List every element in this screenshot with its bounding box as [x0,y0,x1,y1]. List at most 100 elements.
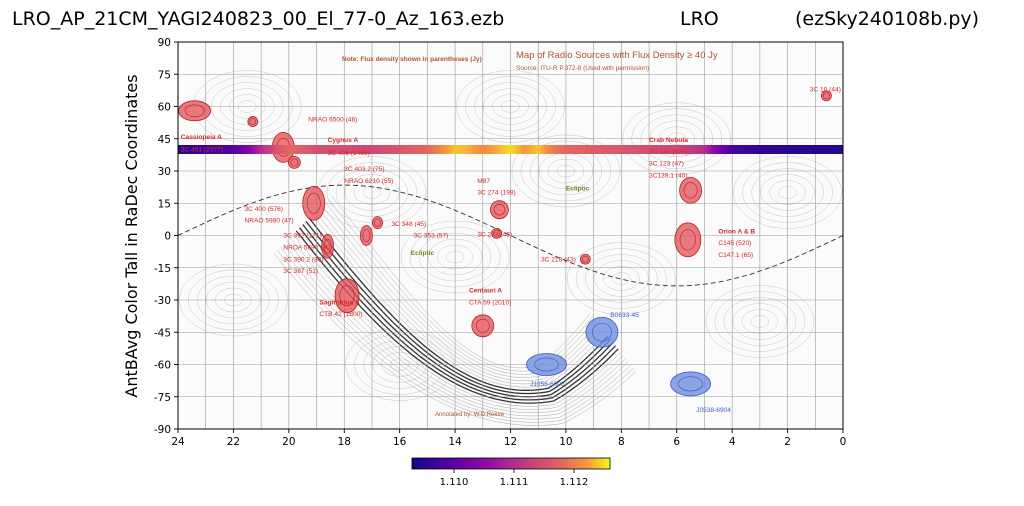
map-annotations: Map of Radio Sources with Flux Density ≥… [181,50,841,418]
band-cell [743,145,747,154]
band-cell [460,145,464,154]
radio-source-red-ring [362,229,371,242]
axes: 24 22 20 18 16 14 12 10 8 6 4 2 09075604530150-15-30… [154,37,847,448]
band-cell [618,145,622,154]
band-cell [621,145,625,154]
x-tick-label: 16 [393,436,407,448]
station-title: LRO [680,8,719,30]
band-cell [601,145,606,154]
radio-source-red-ring [823,92,830,100]
radio-source-red [471,314,495,338]
y-tick-label: -60 [154,360,171,372]
band-cell [211,145,215,154]
band-cell [283,145,287,154]
band-cell [402,145,406,154]
band-cell [358,145,362,154]
map-label: Ecliptic [411,250,435,257]
band-cell [657,145,661,154]
band-cell [679,145,683,154]
band-cell [319,145,323,154]
radio-source-blue [670,371,712,397]
band-cell [444,145,448,154]
band-cell [294,145,298,154]
galactic-plane-contour [312,214,606,388]
band-cell [635,145,639,154]
band-cell [640,145,645,154]
band-cell [665,145,670,154]
band-cell [626,145,631,154]
y-tick-label: -90 [154,424,171,436]
band-cell [338,145,343,154]
band-cell [449,145,453,154]
band-cell [637,145,642,154]
x-tick-label: 0 [840,436,847,448]
band-cell [615,145,620,154]
band-cell [250,145,254,154]
band-cell [554,145,559,154]
band-cell [568,145,573,154]
x-tick-label: 20 [282,436,295,448]
band-cell [524,145,528,154]
band-cell [798,145,803,154]
band-cell [668,145,672,154]
band-cell [474,145,478,154]
radio-source-red [490,200,509,220]
band-cell [396,145,401,154]
band-cell [286,145,290,154]
band-cell [734,145,739,154]
band-cell [729,145,733,154]
band-cell [421,145,426,154]
map-grid [178,42,843,429]
band-cell [311,145,315,154]
radio-source-red-ring [306,192,321,214]
band-cell [643,145,647,154]
map-label: 3C 461 (2477) [181,147,223,154]
band-cell [297,145,301,154]
band-cell [565,145,570,154]
band-cell [826,145,830,154]
band-cell [441,145,445,154]
band-cell [718,145,722,154]
band-cell [518,145,523,154]
band-cell [829,145,833,154]
colorbar-tick-label: 1.110 [440,477,469,488]
radio-source-red-ring [374,218,381,227]
band-cell [200,145,204,154]
band-cell [266,145,271,154]
band-cell [496,145,501,154]
map-label: Crab Nebula [649,137,688,144]
band-cell [269,145,273,154]
script-title: (ezSky240108b.py) [795,8,980,30]
radio-sources [178,90,832,397]
colorbar-tick-label: 1.112 [560,477,589,488]
band-cell [529,145,534,154]
x-tick-label: 22 [227,436,240,448]
band-cell [385,145,390,154]
band-cell [784,145,789,154]
band-cell [579,145,584,154]
band-cell [477,145,481,154]
band-cell [516,145,520,154]
band-cell [546,145,550,154]
band-cell [222,145,226,154]
band-cell [790,145,794,154]
band-cell [457,145,462,154]
galactic-plane-contour [273,253,637,426]
band-cell [291,145,295,154]
map-title: Map of Radio Sources with Flux Density ≥… [516,50,718,61]
radio-source-red-ring [184,104,205,118]
map-label: 3C139.1 (40) [649,172,688,179]
band-cell [715,145,719,154]
band-cell [557,145,561,154]
band-cell [410,145,415,154]
band-cell [391,145,395,154]
band-cell [432,145,437,154]
radio-source-blue [526,353,567,376]
band-cell [252,145,257,154]
y-tick-label: 60 [158,102,171,114]
band-cell [244,145,248,154]
x-tick-label: 14 [448,436,462,448]
map-label: Sagittarius A [319,299,360,306]
map-label: J0538-6904 [696,407,731,414]
map-label: J1056-6006 [530,381,565,388]
